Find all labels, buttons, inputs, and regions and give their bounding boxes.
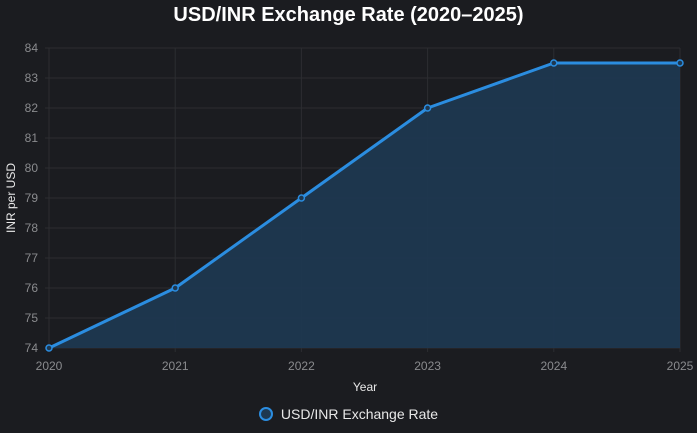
data-point[interactable] <box>423 104 432 112</box>
y-tick-label: 83 <box>25 71 39 85</box>
x-axis-ticks: 2020 2021 2022 2023 2024 2025 <box>36 359 694 373</box>
data-point[interactable] <box>676 59 684 67</box>
y-tick-label: 80 <box>25 161 39 175</box>
data-point[interactable] <box>45 344 53 352</box>
legend[interactable]: USD/INR Exchange Rate <box>0 406 697 422</box>
y-tick-label: 74 <box>25 341 39 355</box>
x-axis-label: Year <box>353 380 377 394</box>
data-point[interactable] <box>550 59 558 67</box>
legend-label: USD/INR Exchange Rate <box>280 406 439 422</box>
y-tick-label: 79 <box>25 191 39 205</box>
data-line <box>48 61 680 350</box>
y-tick-label: 81 <box>25 131 39 145</box>
y-axis-label: INR per USD <box>4 163 18 233</box>
x-tick-label: 2021 <box>162 359 189 373</box>
y-tick-label: 75 <box>25 311 39 325</box>
y-tick-label: 84 <box>25 41 39 55</box>
x-tick-label: 2025 <box>667 359 694 373</box>
area-fill <box>49 63 680 348</box>
y-tick-label: 78 <box>25 221 39 235</box>
x-tick-label: 2020 <box>36 359 63 373</box>
y-tick-label: 82 <box>25 101 39 115</box>
y-tick-label: 76 <box>25 281 39 295</box>
x-tick-label: 2022 <box>288 359 315 373</box>
y-axis-ticks: 74 75 76 77 78 79 80 81 82 83 84 <box>25 41 39 355</box>
legend-swatch-icon <box>258 407 273 421</box>
x-tick-label: 2024 <box>540 359 567 373</box>
data-points <box>45 59 684 352</box>
data-point[interactable] <box>297 194 306 202</box>
y-tick-label: 77 <box>25 251 39 265</box>
data-point[interactable] <box>171 284 179 292</box>
x-tick-label: 2023 <box>414 359 441 373</box>
chart-title: USD/INR Exchange Rate (2020–2025) <box>173 4 524 26</box>
